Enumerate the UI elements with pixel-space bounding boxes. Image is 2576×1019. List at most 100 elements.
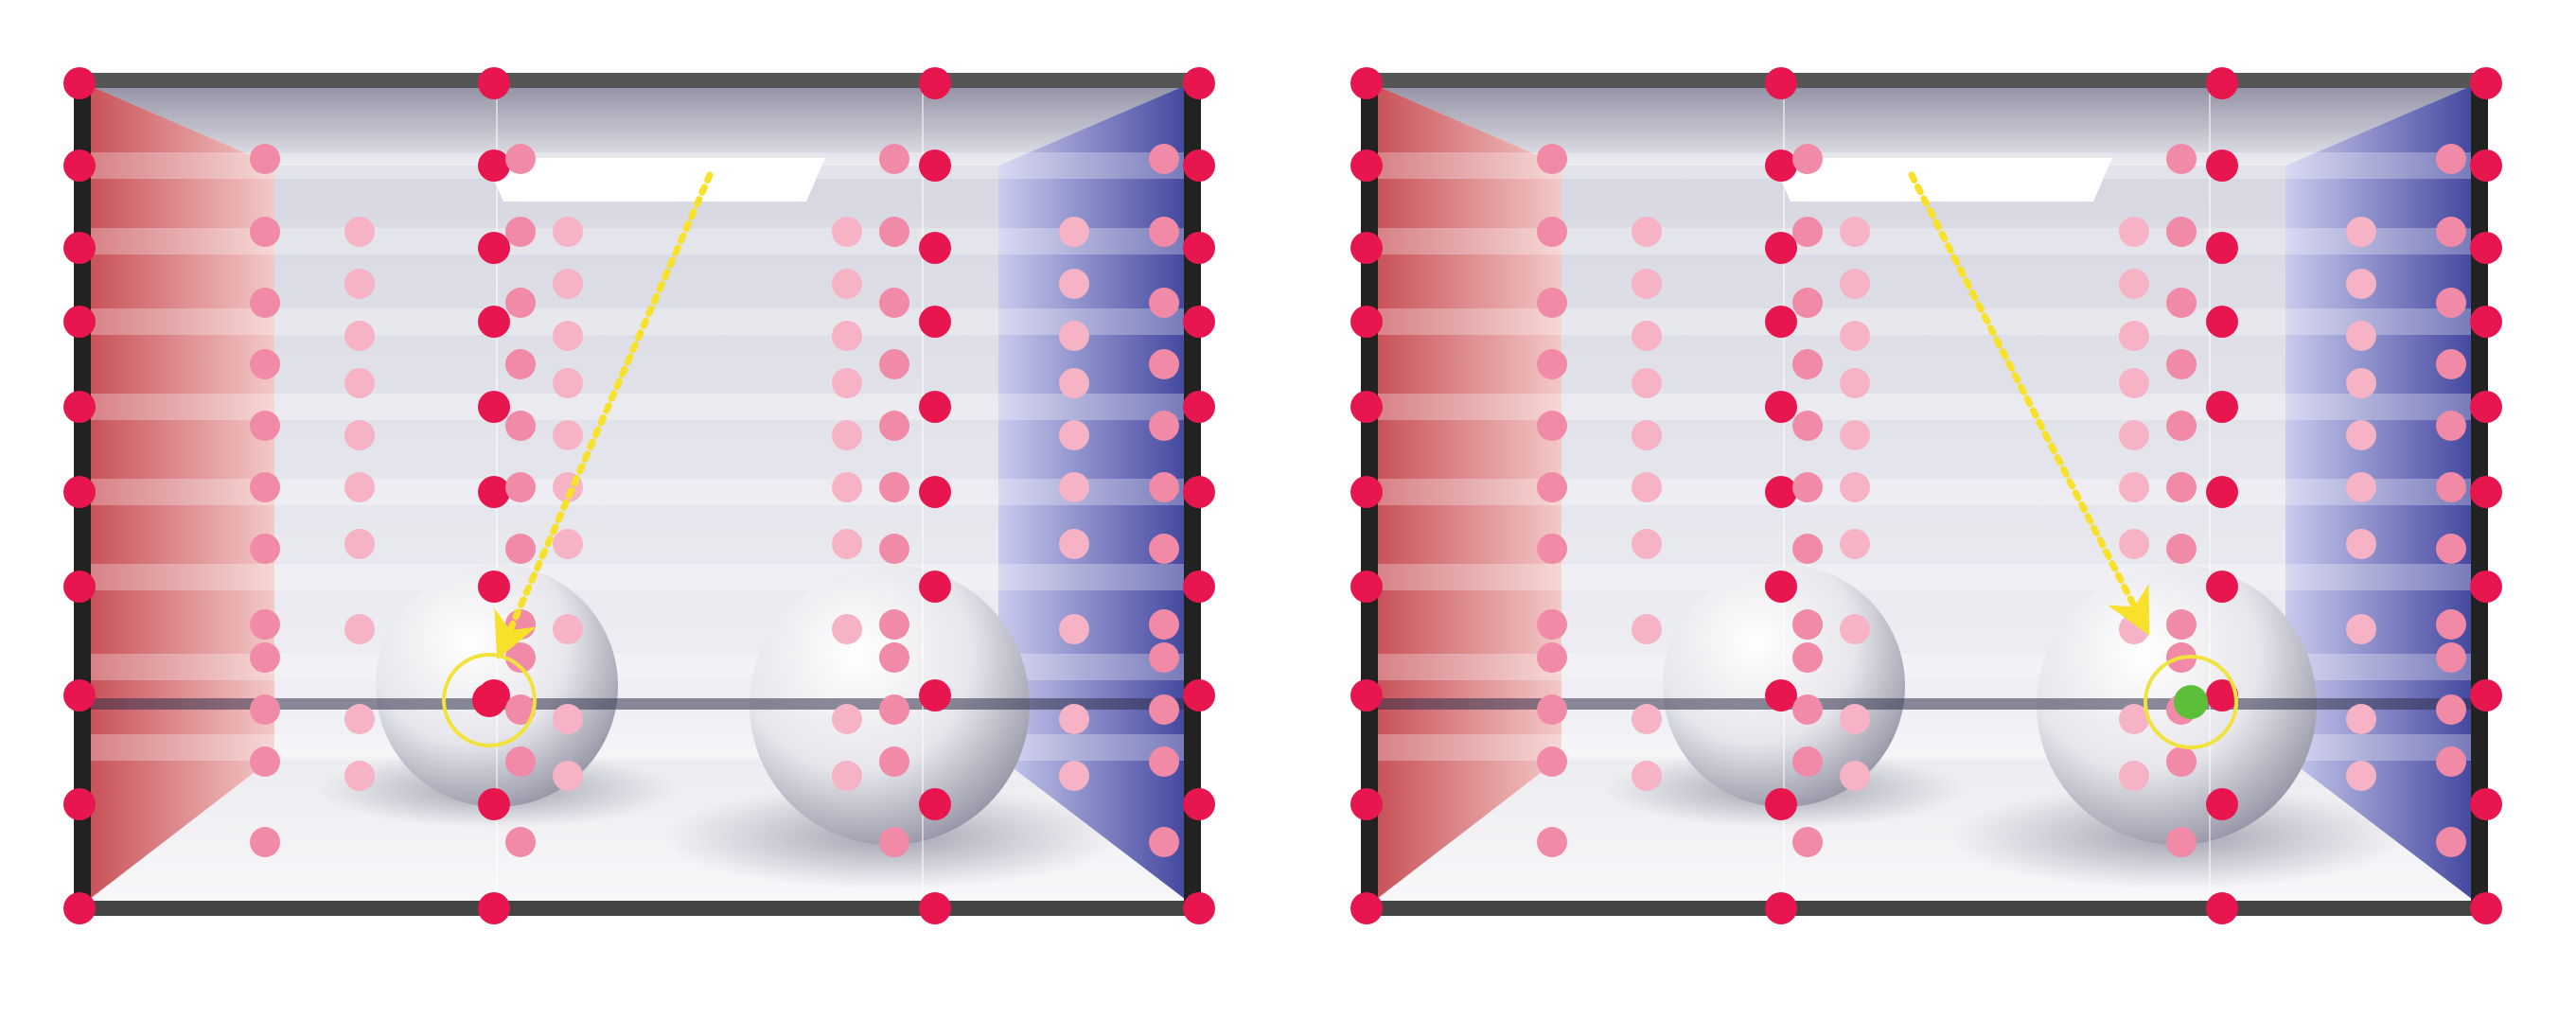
probe-dot-faded bbox=[1537, 144, 1567, 174]
probe-layer-band bbox=[78, 734, 1197, 761]
probe-dot-faded bbox=[2166, 217, 2197, 247]
probe-dot-light bbox=[344, 704, 375, 734]
probe-dot-faded bbox=[250, 288, 280, 318]
probe-dot-light bbox=[553, 217, 583, 247]
probe-dot-faded bbox=[2436, 642, 2466, 673]
probe-layer-band bbox=[78, 654, 1197, 680]
probe-dot-faded bbox=[2436, 609, 2466, 640]
probe-slice-line bbox=[1365, 698, 2484, 710]
probe-slice-line bbox=[78, 698, 1197, 710]
probe-dot bbox=[2206, 149, 2238, 182]
panel-left bbox=[63, 67, 1215, 924]
probe-dot-light bbox=[1059, 368, 1089, 398]
frame-top bbox=[1365, 73, 2484, 88]
probe-dot-faded bbox=[1149, 642, 1179, 673]
probe-dot bbox=[2470, 571, 2502, 603]
probe-dot-faded bbox=[1792, 144, 1823, 174]
probe-dot-faded bbox=[250, 642, 280, 673]
probe-dot bbox=[478, 391, 510, 423]
probe-dot-faded bbox=[505, 217, 536, 247]
probe-dot-light bbox=[1840, 472, 1870, 502]
probe-dot-faded bbox=[2436, 694, 2466, 725]
highlight-ring bbox=[2144, 655, 2238, 749]
probe-dot-faded bbox=[879, 288, 909, 318]
probe-dot-light bbox=[344, 761, 375, 791]
probe-dot-light bbox=[344, 529, 375, 559]
probe-dot-faded bbox=[2436, 349, 2466, 379]
probe-dot bbox=[1765, 67, 1797, 99]
probe-dot bbox=[63, 679, 96, 712]
hit-probe-dot bbox=[472, 683, 506, 717]
probe-dot-light bbox=[553, 368, 583, 398]
probe-layer-band bbox=[1365, 308, 2484, 335]
probe-dot-faded bbox=[1537, 694, 1567, 725]
probe-dot bbox=[919, 788, 951, 820]
probe-dot-light bbox=[553, 614, 583, 644]
probe-dot-light bbox=[1840, 368, 1870, 398]
probe-dot bbox=[2470, 679, 2502, 712]
probe-dot-faded bbox=[250, 411, 280, 441]
probe-dot-faded bbox=[879, 144, 909, 174]
probe-dot bbox=[1183, 149, 1215, 182]
probe-layer-band bbox=[1365, 394, 2484, 420]
probe-dot bbox=[919, 391, 951, 423]
probe-dot-light bbox=[553, 704, 583, 734]
probe-dot-light bbox=[1632, 420, 1662, 450]
probe-dot bbox=[919, 571, 951, 603]
probe-dot-light bbox=[2119, 420, 2149, 450]
probe-layer-band bbox=[1365, 564, 2484, 590]
probe-dot-light bbox=[2346, 368, 2376, 398]
probe-dot-light bbox=[832, 420, 862, 450]
probe-dot-faded bbox=[1792, 747, 1823, 777]
ceiling bbox=[1365, 80, 2484, 166]
ceiling bbox=[78, 80, 1197, 166]
probe-dot bbox=[63, 149, 96, 182]
probe-dot-light bbox=[2119, 761, 2149, 791]
probe-dot-faded bbox=[2166, 144, 2197, 174]
probe-dot-faded bbox=[1792, 694, 1823, 725]
probe-dot-light bbox=[2119, 704, 2149, 734]
probe-dot-faded bbox=[1792, 217, 1823, 247]
probe-dot-faded bbox=[1537, 411, 1567, 441]
probe-dot bbox=[63, 476, 96, 508]
probe-dot-faded bbox=[505, 472, 536, 502]
probe-dot-faded bbox=[879, 472, 909, 502]
probe-dot-light bbox=[2346, 614, 2376, 644]
area-light bbox=[1772, 158, 2112, 202]
probe-dot bbox=[2206, 67, 2238, 99]
probe-dot-light bbox=[1059, 614, 1089, 644]
hit-probe-dot bbox=[2174, 685, 2208, 719]
probe-dot-faded bbox=[1537, 217, 1567, 247]
probe-dot-light bbox=[1059, 269, 1089, 299]
probe-dot bbox=[2470, 232, 2502, 264]
frame-top bbox=[78, 73, 1197, 88]
probe-dot-light bbox=[2119, 217, 2149, 247]
probe-dot-faded bbox=[505, 827, 536, 857]
probe-dot-faded bbox=[879, 411, 909, 441]
probe-dot-light bbox=[2119, 368, 2149, 398]
probe-dot-faded bbox=[1149, 472, 1179, 502]
probe-dot bbox=[478, 149, 510, 182]
probe-dot-faded bbox=[1149, 349, 1179, 379]
probe-dot bbox=[1765, 892, 1797, 924]
probe-dot-light bbox=[832, 761, 862, 791]
probe-dot-light bbox=[1632, 472, 1662, 502]
probe-dot bbox=[1183, 391, 1215, 423]
probe-dot-light bbox=[832, 704, 862, 734]
probe-dot bbox=[1350, 788, 1383, 820]
probe-dot-light bbox=[1632, 614, 1662, 644]
probe-dot-faded bbox=[1537, 288, 1567, 318]
frame-bottom bbox=[1365, 901, 2484, 916]
probe-dot-light bbox=[344, 472, 375, 502]
probe-dot bbox=[63, 571, 96, 603]
probe-dot-light bbox=[2346, 420, 2376, 450]
probe-dot-faded bbox=[1792, 534, 1823, 564]
probe-dot bbox=[919, 679, 951, 712]
probe-dot bbox=[2470, 892, 2502, 924]
probe-dot-light bbox=[1059, 217, 1089, 247]
probe-dot-light bbox=[1840, 269, 1870, 299]
probe-dot-light bbox=[1840, 704, 1870, 734]
probe-dot-faded bbox=[250, 694, 280, 725]
probe-dot-faded bbox=[1537, 349, 1567, 379]
